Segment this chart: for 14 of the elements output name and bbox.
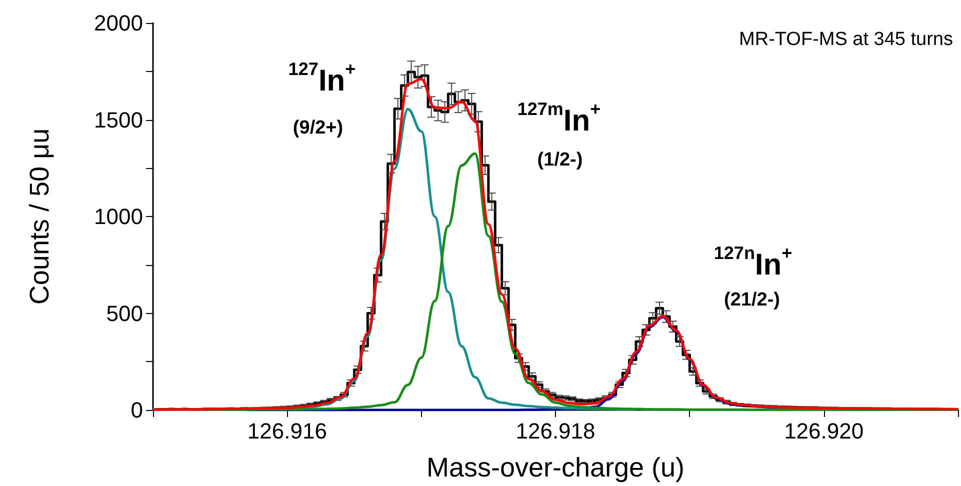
- annotation: (9/2+): [292, 118, 344, 138]
- annotation: (1/2-): [537, 150, 583, 170]
- annotation: (21/2-): [724, 290, 780, 310]
- y-tick-label: 2000: [94, 10, 143, 36]
- x-tick-label: 126.916: [247, 418, 327, 444]
- x-axis-title: Mass-over-charge (u): [426, 452, 685, 482]
- x-tick-label: 126.920: [784, 418, 864, 444]
- y-tick-label: 1500: [94, 107, 143, 132]
- y-tick-label: 0: [130, 398, 143, 422]
- y-tick-label: 1000: [94, 204, 143, 229]
- annotation: MR-TOF-MS at 345 turns: [739, 29, 954, 50]
- x-tick-label: 126.918: [516, 418, 596, 444]
- y-axis-title: Counts / 50 μu: [24, 128, 54, 305]
- y-tick-label: 500: [106, 300, 143, 326]
